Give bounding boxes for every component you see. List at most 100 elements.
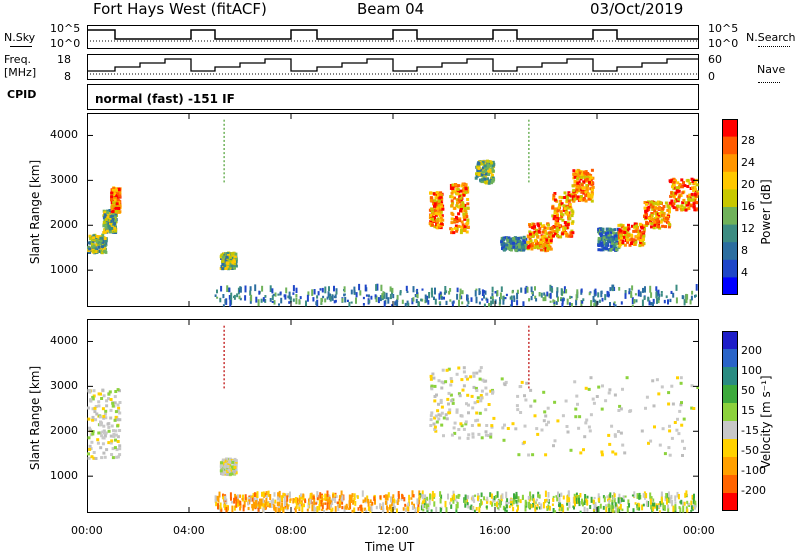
power-cell <box>333 300 336 304</box>
power-cell <box>440 292 443 299</box>
velocity-cell <box>516 394 520 398</box>
power-cell <box>485 172 489 176</box>
velocity-cell <box>608 496 611 502</box>
power-cell <box>116 192 120 196</box>
power-cell <box>216 289 218 294</box>
velocity-cell <box>602 505 605 510</box>
xtick-label: 16:00 <box>479 524 511 537</box>
velocity-cell <box>411 501 414 505</box>
velocity-cell <box>505 504 508 509</box>
power-cell <box>223 164 225 167</box>
power-cell <box>391 304 394 307</box>
velocity-cell <box>107 425 111 429</box>
power-cell <box>475 288 478 291</box>
power-cell <box>496 290 499 296</box>
power-cell <box>103 230 107 234</box>
power-cell <box>676 204 680 208</box>
power-cell <box>565 200 569 204</box>
power-cell <box>613 302 615 306</box>
power-cell <box>99 239 103 243</box>
power-cell <box>476 169 480 172</box>
power-cell <box>113 216 117 220</box>
velocity-cell <box>257 501 260 505</box>
velocity-cell <box>679 376 683 380</box>
velocity-cell <box>653 425 656 429</box>
velocity-cell <box>479 399 483 403</box>
power-cell <box>453 196 456 200</box>
power-cell <box>563 196 567 199</box>
power-cell <box>531 226 535 230</box>
velocity-cell <box>338 495 341 499</box>
power-cell <box>479 168 483 172</box>
power-cell <box>574 172 578 176</box>
velocity-cell <box>466 436 470 440</box>
power-cell <box>656 212 660 216</box>
power-cell <box>565 221 569 225</box>
velocity-cell <box>386 506 389 513</box>
velocity-cell <box>529 495 532 501</box>
velocity-cell <box>430 387 434 391</box>
power-cell <box>553 192 557 195</box>
velocity-cell <box>472 374 476 378</box>
power-cell <box>542 238 546 242</box>
velocity-cell <box>248 499 251 505</box>
power-cell <box>644 210 648 214</box>
power-cell <box>433 296 435 300</box>
power-cell <box>587 197 591 201</box>
velocity-cell <box>562 495 565 500</box>
velocity-cell <box>558 493 561 498</box>
power-cell <box>590 195 594 199</box>
power-cell <box>435 220 439 224</box>
noise-tick-top: 10^5 <box>50 22 81 35</box>
power-cell <box>567 213 571 217</box>
power-cbar-tick: 8 <box>741 244 748 257</box>
power-cell <box>232 258 236 262</box>
power-cell <box>104 218 108 222</box>
power-cell <box>382 291 385 295</box>
velocity-cell <box>364 507 367 511</box>
power-cell <box>528 139 530 142</box>
power-cell <box>114 194 118 198</box>
power-cell <box>690 295 693 301</box>
power-cell <box>438 196 442 200</box>
velocity-cell <box>555 495 558 498</box>
velocity-cell <box>337 504 340 511</box>
power-cell <box>114 201 118 205</box>
power-cell <box>379 295 382 302</box>
velocity-cell <box>510 502 512 506</box>
velocity-cell <box>234 459 238 463</box>
velocity-cell <box>667 402 671 406</box>
power-cell <box>289 297 292 303</box>
power-cell <box>456 201 459 205</box>
power-cell <box>549 233 553 237</box>
power-cell <box>552 299 555 303</box>
velocity-cell <box>242 504 245 512</box>
power-cell <box>550 237 553 240</box>
velocity-cell <box>116 424 120 428</box>
power-cell <box>396 300 399 306</box>
power-cell <box>582 180 586 184</box>
power-cell <box>477 173 481 177</box>
power-cell <box>531 231 535 235</box>
power-cell <box>461 203 465 207</box>
power-cell <box>645 220 649 224</box>
velocity-cell <box>475 411 479 415</box>
velocity-cell <box>431 494 434 502</box>
velocity-cell <box>437 402 440 406</box>
power-cell <box>320 297 323 305</box>
velocity-cell <box>105 399 109 403</box>
power-cell <box>670 199 674 203</box>
power-cell <box>522 235 526 239</box>
power-cell <box>480 180 484 184</box>
power-cell <box>635 299 638 303</box>
velocity-cell <box>470 394 474 398</box>
power-cell <box>434 196 438 200</box>
power-cell <box>641 231 645 235</box>
velocity-cell <box>252 501 255 509</box>
power-cell <box>459 293 462 300</box>
velocity-cell <box>227 468 231 472</box>
velocity-cell <box>95 412 99 416</box>
velocity-cell <box>362 499 365 504</box>
power-cell <box>226 285 229 292</box>
power-cell <box>106 216 110 219</box>
